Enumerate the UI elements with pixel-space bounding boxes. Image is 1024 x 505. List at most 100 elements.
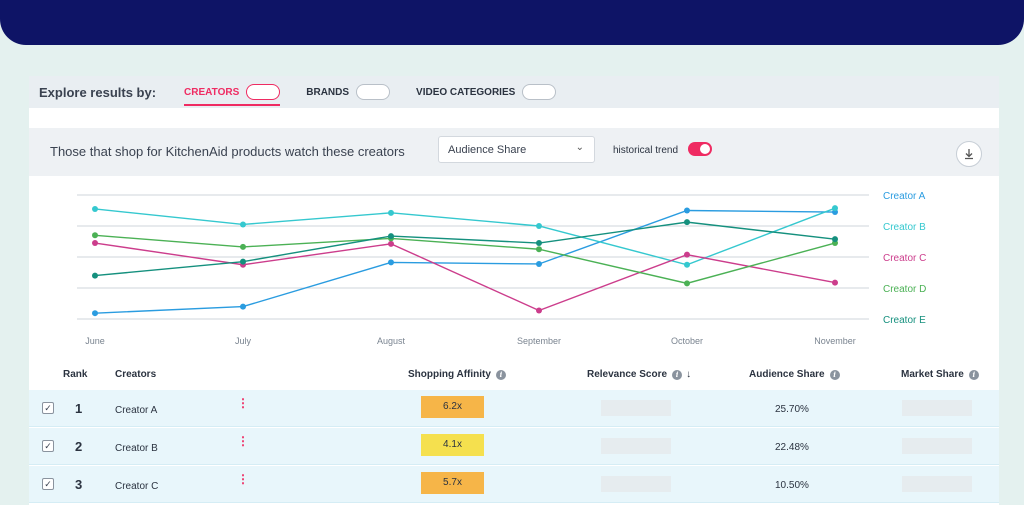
data-point (684, 207, 690, 214)
row-creator-name[interactable]: Creator C (115, 481, 159, 492)
legend-label: Creator D (883, 284, 926, 295)
checkbox-checked-icon[interactable]: ✓ (42, 440, 54, 452)
query-bar: Those that shop for KitchenAid products … (29, 128, 999, 176)
market-share-placeholder (902, 476, 972, 492)
explore-label: Explore results by: (39, 84, 157, 100)
chevron-down-icon: ⌄ (575, 142, 584, 153)
trend-label: historical trend (613, 145, 679, 156)
data-point (92, 205, 98, 212)
row-rank: 3 (75, 477, 83, 492)
top-banner (0, 0, 1024, 45)
relevance-score-placeholder (601, 400, 671, 416)
header-market-share[interactable]: Market Share i (901, 369, 979, 380)
more-vertical-icon[interactable]: ⋮ (237, 472, 249, 486)
tab-video-categories[interactable]: VIDEO CATEGORIES (416, 76, 557, 108)
row-creator-name[interactable]: Creator B (115, 443, 158, 454)
data-point (684, 261, 690, 268)
header-relevance-score[interactable]: Relevance Score i ↓ (587, 369, 691, 380)
market-share-placeholder (902, 400, 972, 416)
affinity-badge: 4.1x (421, 434, 484, 456)
x-tick-label: August (377, 336, 406, 346)
results-panel: Explore results by: CREATORS BRANDS VIDE… (29, 76, 999, 505)
data-point (536, 260, 542, 267)
row-rank: 1 (75, 401, 83, 416)
tab-video-categories-label: VIDEO CATEGORIES (416, 86, 516, 98)
info-icon[interactable]: i (672, 369, 683, 380)
table-header: Rank Creators Shopping Affinity i Relevan… (29, 361, 999, 389)
info-icon[interactable]: i (495, 369, 506, 380)
data-point (388, 209, 394, 216)
legend-label: Creator E (883, 315, 926, 326)
data-point (832, 279, 838, 286)
header-relevance-score-label: Relevance Score (587, 369, 668, 380)
x-tick-label: June (85, 336, 105, 346)
legend-label: Creator C (883, 253, 926, 264)
line-chart: June July August September October November Cr… (77, 191, 926, 346)
metric-select-value: Audience Share (448, 144, 527, 156)
row-rank: 2 (75, 439, 83, 454)
data-point (536, 307, 542, 314)
series-line (94, 207, 836, 266)
more-vertical-icon[interactable]: ⋮ (237, 396, 249, 410)
x-tick-label: July (235, 336, 252, 346)
table-row[interactable]: ✓ 3 Creator C ⋮ 5.7x 10.50% (29, 466, 999, 503)
data-point (92, 272, 98, 279)
metric-select[interactable]: Audience Share ⌄ (438, 136, 595, 163)
relevance-score-placeholder (601, 438, 671, 454)
info-icon[interactable]: i (829, 369, 840, 380)
arrow-down-icon[interactable]: ↓ (686, 369, 692, 380)
table-row[interactable]: ✓ 1 Creator A ⋮ 6.2x 25.70% (29, 390, 999, 427)
tab-creators[interactable]: CREATORS (184, 76, 281, 108)
header-shopping-affinity[interactable]: Shopping Affinity i (408, 369, 506, 380)
relevance-score-placeholder (601, 476, 671, 492)
audience-share-value: 22.48% (775, 442, 809, 453)
tab-brands-label: BRANDS (306, 86, 350, 98)
affinity-badge: 5.7x (421, 472, 484, 494)
data-point (536, 240, 542, 247)
data-point (388, 233, 394, 240)
market-share-placeholder (902, 438, 972, 454)
download-icon (965, 149, 973, 160)
tab-creators-label: CREATORS (184, 86, 240, 98)
series-line (94, 221, 836, 277)
download-button[interactable] (956, 141, 982, 167)
series-line (94, 234, 836, 285)
audience-share-value: 10.50% (775, 480, 809, 491)
audience-share-value: 25.70% (775, 404, 809, 415)
series-line (94, 209, 836, 314)
data-point (684, 251, 690, 258)
data-point (240, 303, 246, 310)
legend-label: Creator B (883, 222, 926, 233)
x-tick-label: November (814, 336, 856, 346)
data-point (92, 232, 98, 239)
checkbox-checked-icon[interactable]: ✓ (42, 402, 54, 414)
data-point (92, 240, 98, 247)
header-audience-share-label: Audience Share (749, 369, 825, 380)
x-tick-label: October (671, 336, 703, 346)
data-point (92, 310, 98, 317)
row-creator-name[interactable]: Creator A (115, 405, 158, 416)
checkbox-checked-icon[interactable]: ✓ (42, 478, 54, 490)
x-tick-label: September (517, 336, 561, 346)
affinity-badge: 6.2x (421, 396, 484, 418)
tab-brands-toggle[interactable] (356, 84, 391, 100)
data-point (388, 240, 394, 247)
header-rank: Rank (63, 369, 88, 380)
data-point (240, 258, 246, 265)
data-point (388, 259, 394, 266)
more-vertical-icon[interactable]: ⋮ (237, 434, 249, 448)
data-point (536, 246, 542, 253)
historical-trend-toggle[interactable] (688, 142, 712, 156)
data-point (832, 205, 838, 212)
data-point (240, 221, 246, 228)
data-point (832, 236, 838, 243)
query-text: Those that shop for KitchenAid products … (50, 144, 405, 159)
info-icon[interactable]: i (968, 369, 979, 380)
tab-video-categories-toggle[interactable] (522, 84, 557, 100)
header-audience-share[interactable]: Audience Share i (749, 369, 840, 380)
tab-brands[interactable]: BRANDS (306, 76, 391, 108)
table-row[interactable]: ✓ 2 Creator B ⋮ 4.1x 22.48% (29, 428, 999, 465)
tab-creators-toggle[interactable] (246, 84, 281, 100)
legend-label: Creator A (883, 191, 926, 202)
header-shopping-affinity-label: Shopping Affinity (408, 369, 491, 380)
